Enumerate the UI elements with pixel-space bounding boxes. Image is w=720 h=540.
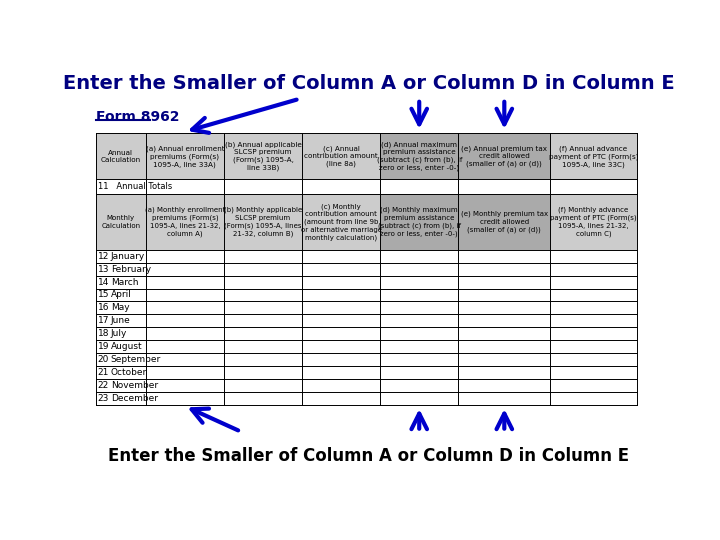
Bar (224, 194, 302, 250)
Bar (550, 194, 637, 250)
Bar (145, 133, 224, 179)
Text: 14: 14 (98, 278, 109, 287)
Bar (459, 194, 550, 250)
Text: 12: 12 (98, 252, 109, 261)
Text: August: August (111, 342, 143, 351)
Bar (96, 194, 145, 250)
Bar (550, 133, 637, 179)
Bar (96, 379, 637, 392)
Text: (b) Monthly applicable
SLCSP premium
(Form(s) 1095-A, lines
21-32, column B): (b) Monthly applicable SLCSP premium (Fo… (224, 207, 302, 237)
Bar (96, 250, 637, 263)
Text: April: April (111, 291, 132, 300)
Bar (96, 366, 637, 379)
Text: (d) Monthly maximum
premium assistance
(subtract (c) from (b), if
zero or less, : (d) Monthly maximum premium assistance (… (378, 207, 461, 237)
Text: 22: 22 (98, 381, 109, 390)
Text: 19: 19 (98, 342, 109, 351)
Bar (380, 133, 459, 179)
Bar (380, 194, 459, 250)
Text: (c) Monthly
contribution amount
(amount from line 9b
or alternative marriage
mon: (c) Monthly contribution amount (amount … (301, 203, 382, 240)
Text: (e) Monthly premium tax
credit allowed
(smaller of (a) or (d)): (e) Monthly premium tax credit allowed (… (461, 211, 548, 233)
Text: (b) Annual applicable
SLCSP premium
(Form(s) 1095-A,
line 33B): (b) Annual applicable SLCSP premium (For… (225, 141, 302, 171)
Text: (f) Monthly advance
payment of PTC (Form(s)
1095-A, lines 21-32,
column C): (f) Monthly advance payment of PTC (Form… (550, 207, 637, 237)
Text: May: May (111, 303, 130, 312)
Text: 21: 21 (98, 368, 109, 377)
Text: 11   Annual Totals: 11 Annual Totals (99, 182, 173, 191)
Text: (a) Monthly enrollment
premiums (Form(s)
1095-A, lines 21-32,
column A): (a) Monthly enrollment premiums (Form(s)… (145, 207, 225, 237)
Text: January: January (111, 252, 145, 261)
Text: Annual
Calculation: Annual Calculation (101, 150, 140, 163)
Text: 15: 15 (98, 291, 109, 300)
Bar (96, 179, 637, 194)
Text: (a) Annual enrollment
premiums (Form(s)
1095-A, line 33A): (a) Annual enrollment premiums (Form(s) … (145, 145, 224, 167)
Bar (96, 133, 145, 179)
Text: (d) Annual maximum
premium assistance
(subtract (c) from (b), if
zero or less, e: (d) Annual maximum premium assistance (s… (377, 141, 462, 171)
Bar (224, 133, 302, 179)
Text: (e) Annual premium tax
credit allowed
(smaller of (a) or (d)): (e) Annual premium tax credit allowed (s… (462, 145, 547, 167)
Text: September: September (111, 355, 161, 364)
Text: Enter the Smaller of Column A or Column D in Column E: Enter the Smaller of Column A or Column … (63, 74, 675, 93)
Text: 16: 16 (98, 303, 109, 312)
Text: (c) Annual
contribution amount
(line 8a): (c) Annual contribution amount (line 8a) (305, 145, 378, 167)
Bar (96, 327, 637, 340)
Text: 18: 18 (98, 329, 109, 338)
Bar (459, 133, 550, 179)
Text: November: November (111, 381, 158, 390)
Bar (96, 353, 637, 366)
Text: (f) Annual advance
payment of PTC (Form(s)
1095-A, line 33C): (f) Annual advance payment of PTC (Form(… (549, 145, 639, 167)
Text: July: July (111, 329, 127, 338)
Bar (96, 263, 637, 275)
Bar (96, 288, 637, 301)
Text: March: March (111, 278, 138, 287)
Text: 20: 20 (98, 355, 109, 364)
Bar (96, 392, 637, 404)
Bar (302, 133, 380, 179)
Text: June: June (111, 316, 130, 325)
Bar (302, 194, 380, 250)
Bar (96, 275, 637, 288)
Bar (96, 340, 637, 353)
Text: October: October (111, 368, 147, 377)
Text: 23: 23 (98, 394, 109, 402)
Text: Monthly
Calculation: Monthly Calculation (101, 215, 140, 228)
Bar (96, 314, 637, 327)
Text: February: February (111, 265, 150, 274)
Text: 13: 13 (98, 265, 109, 274)
Text: December: December (111, 394, 158, 402)
Bar (145, 194, 224, 250)
Text: 17: 17 (98, 316, 109, 325)
Text: Enter the Smaller of Column A or Column D in Column E: Enter the Smaller of Column A or Column … (109, 447, 629, 464)
Bar (96, 301, 637, 314)
Text: Form 8962: Form 8962 (96, 110, 179, 124)
